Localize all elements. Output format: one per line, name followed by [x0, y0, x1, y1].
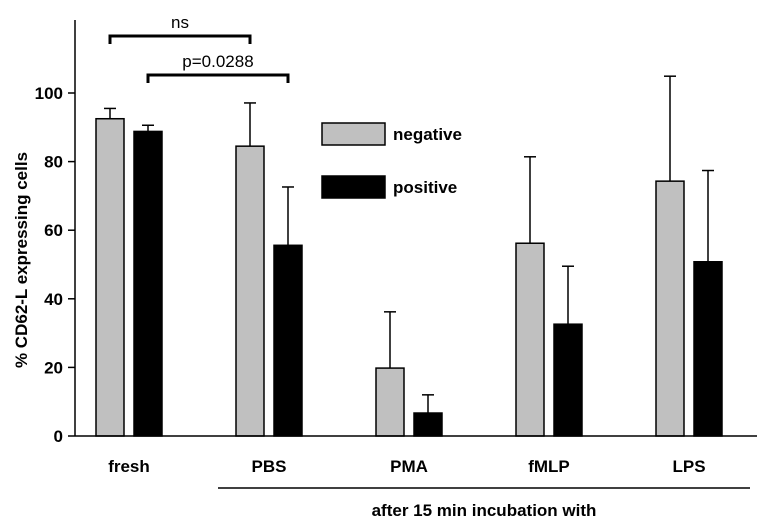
y-ticks: 0 20 40 60 80 100 — [35, 84, 75, 446]
y-tick-label: 0 — [54, 427, 63, 446]
bar-negative-fMLP — [515, 242, 545, 437]
bar-negative-fresh — [95, 117, 125, 437]
bar-positive-LPS — [693, 261, 723, 437]
legend-label-positive: positive — [393, 178, 457, 197]
bar-negative-PMA — [375, 367, 405, 437]
bar-negative-LPS — [655, 180, 685, 437]
bar-positive-fresh — [133, 130, 163, 437]
significance-label: p=0.0288 — [182, 52, 253, 71]
category-label-LPS: LPS — [672, 457, 705, 476]
legend-label-negative: negative — [393, 125, 462, 144]
x-axis-label: after 15 min incubation with — [372, 501, 597, 520]
category-label-PMA: PMA — [390, 457, 428, 476]
bar-negative-PBS — [235, 145, 265, 437]
legend-swatch-positive — [321, 175, 386, 199]
category-label-fMLP: fMLP — [528, 457, 570, 476]
significance-bracket — [108, 34, 252, 44]
y-tick-label: 60 — [44, 221, 63, 240]
category-labels: fresh PBS PMA fMLP LPS — [108, 457, 705, 476]
category-label-PBS: PBS — [252, 457, 287, 476]
bar-positive-fMLP — [553, 323, 583, 437]
y-tick-label: 100 — [35, 84, 63, 103]
legend-swatch-negative — [321, 122, 386, 146]
significance-label: ns — [171, 13, 189, 32]
y-tick-label: 40 — [44, 290, 63, 309]
bar-positive-PBS — [273, 244, 303, 437]
y-tick-label: 80 — [44, 153, 63, 172]
bar-positive-PMA — [413, 412, 443, 437]
axes — [74, 20, 757, 437]
category-label-fresh: fresh — [108, 457, 150, 476]
legend: negative positive — [321, 122, 462, 199]
annotations: ns p=0.0288 — [108, 13, 290, 83]
significance-bracket — [146, 73, 290, 83]
error-bars-layer — [104, 75, 714, 414]
y-axis-label: % CD62-L expressing cells — [12, 152, 31, 368]
y-tick-label: 20 — [44, 358, 63, 377]
bars-layer — [95, 117, 723, 437]
